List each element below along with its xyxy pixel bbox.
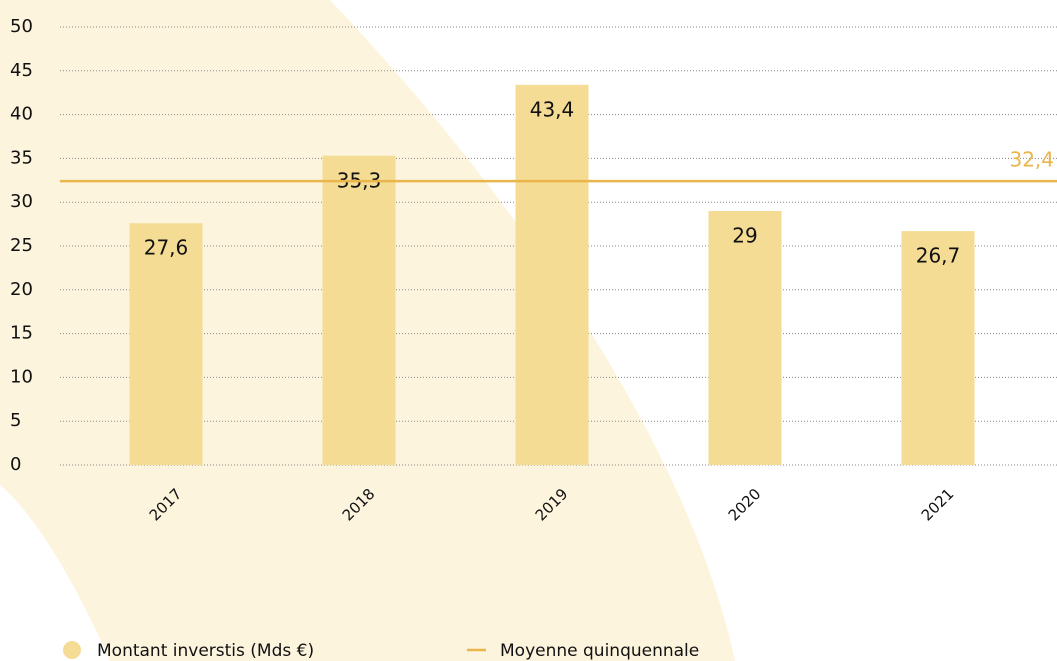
x-tick-label: 2021 <box>918 485 958 525</box>
legend-swatch <box>63 641 81 659</box>
legend-label: Montant inverstis (Mds €) <box>97 641 314 661</box>
y-tick-label: 0 <box>10 454 21 475</box>
y-tick-label: 5 <box>10 410 21 431</box>
y-tick-label: 10 <box>10 366 33 387</box>
y-tick-label: 45 <box>10 60 33 81</box>
y-tick-label: 25 <box>10 235 33 256</box>
y-tick-label: 40 <box>10 104 33 125</box>
data-label: 43,4 <box>530 97 575 121</box>
y-tick-label: 30 <box>10 191 33 212</box>
y-tick-label: 35 <box>10 147 33 168</box>
y-tick-label: 20 <box>10 279 33 300</box>
average-label: 32,4 <box>1009 148 1054 172</box>
bar <box>323 156 396 465</box>
y-tick-label: 50 <box>10 16 33 37</box>
bar <box>516 85 589 465</box>
data-label: 26,7 <box>916 244 961 268</box>
bar <box>709 211 782 465</box>
legend-label: Moyenne quinquennale <box>500 641 699 661</box>
y-tick-label: 15 <box>10 323 33 344</box>
x-tick-label: 2020 <box>725 485 765 525</box>
chart: 0510152025303540455027,6201735,3201843,4… <box>0 0 1057 661</box>
data-label: 29 <box>732 223 757 247</box>
data-label: 27,6 <box>144 236 189 260</box>
